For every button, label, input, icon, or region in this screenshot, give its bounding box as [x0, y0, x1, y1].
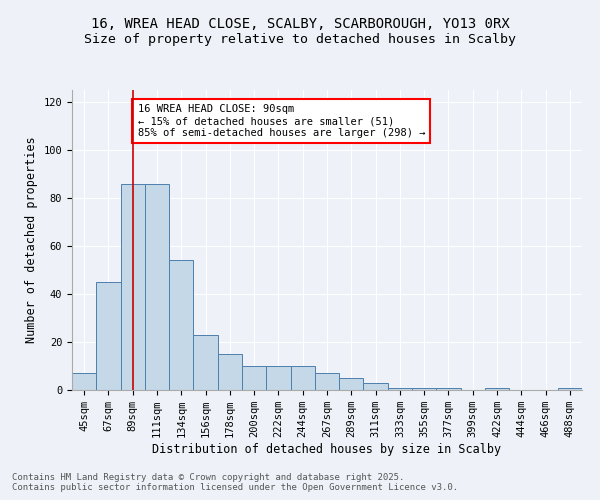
Bar: [266, 366, 290, 390]
Bar: [72, 373, 96, 390]
Bar: [485, 388, 509, 390]
Bar: [558, 388, 582, 390]
Bar: [121, 184, 145, 390]
Bar: [436, 388, 461, 390]
Bar: [364, 383, 388, 390]
Bar: [169, 260, 193, 390]
Bar: [242, 366, 266, 390]
Bar: [315, 373, 339, 390]
Bar: [145, 184, 169, 390]
Text: 16 WREA HEAD CLOSE: 90sqm
← 15% of detached houses are smaller (51)
85% of semi-: 16 WREA HEAD CLOSE: 90sqm ← 15% of detac…: [137, 104, 425, 138]
Text: Contains HM Land Registry data © Crown copyright and database right 2025.
Contai: Contains HM Land Registry data © Crown c…: [12, 473, 458, 492]
Bar: [339, 378, 364, 390]
X-axis label: Distribution of detached houses by size in Scalby: Distribution of detached houses by size …: [152, 443, 502, 456]
Text: 16, WREA HEAD CLOSE, SCALBY, SCARBOROUGH, YO13 0RX: 16, WREA HEAD CLOSE, SCALBY, SCARBOROUGH…: [91, 18, 509, 32]
Bar: [388, 388, 412, 390]
Y-axis label: Number of detached properties: Number of detached properties: [25, 136, 38, 344]
Bar: [290, 366, 315, 390]
Bar: [193, 335, 218, 390]
Text: Size of property relative to detached houses in Scalby: Size of property relative to detached ho…: [84, 32, 516, 46]
Bar: [412, 388, 436, 390]
Bar: [96, 282, 121, 390]
Bar: [218, 354, 242, 390]
